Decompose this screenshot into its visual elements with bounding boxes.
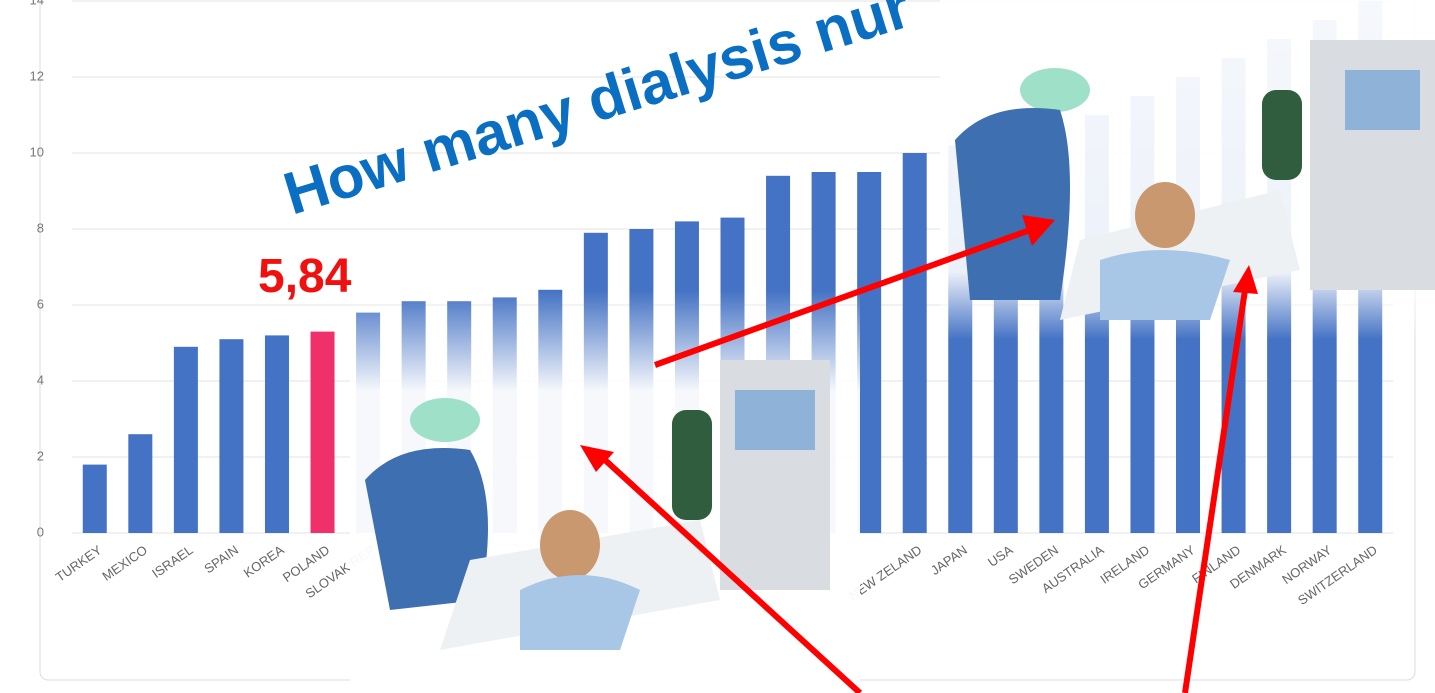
y-tick-label: 0 <box>37 524 44 539</box>
bar <box>128 434 153 533</box>
annotation: 5,84 <box>258 250 352 303</box>
y-tick-label: 8 <box>37 220 44 235</box>
bar <box>857 172 882 533</box>
photo-left <box>350 290 860 693</box>
bar <box>82 464 107 533</box>
y-tick-label: 12 <box>30 68 44 83</box>
y-tick-label: 2 <box>37 448 44 463</box>
arrows <box>580 215 1258 693</box>
bar <box>264 335 289 533</box>
y-tick-label: 6 <box>37 296 44 311</box>
y-tick-label: 10 <box>30 144 44 159</box>
y-tick-label: 4 <box>37 372 44 387</box>
y-tick-label: 14 <box>30 0 44 7</box>
bar <box>902 153 927 533</box>
bar <box>173 346 198 533</box>
bar <box>310 331 335 533</box>
photo-right <box>940 0 1435 340</box>
bar <box>219 339 244 533</box>
